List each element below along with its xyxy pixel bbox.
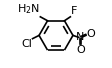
- Text: Cl: Cl: [21, 39, 32, 49]
- Text: O: O: [76, 45, 85, 55]
- Text: F: F: [71, 6, 77, 17]
- Text: O: O: [87, 29, 95, 39]
- Text: N: N: [76, 32, 85, 42]
- Text: H$_2$N: H$_2$N: [17, 3, 40, 17]
